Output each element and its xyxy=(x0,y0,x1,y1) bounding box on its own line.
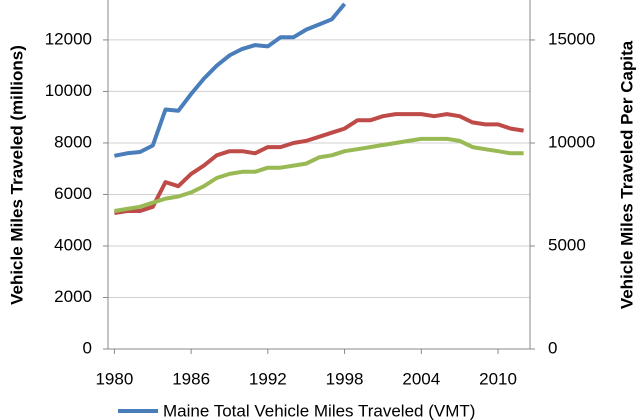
y2-tick-label: 10000 xyxy=(548,132,595,151)
y-tick-label: 10000 xyxy=(45,81,92,100)
x-tick-label: 1998 xyxy=(326,369,364,388)
y2-tick-label: 5000 xyxy=(548,235,586,254)
x-tick-label: 1980 xyxy=(95,369,133,388)
series-line xyxy=(114,2,347,158)
x-tick-label: 1992 xyxy=(249,369,287,388)
y-tick-label: 0 xyxy=(83,338,92,357)
y-axis-title: Vehicle Miles Traveled (millions) xyxy=(7,45,26,305)
x-tick-label: 2004 xyxy=(402,369,440,388)
y-tick-label: 6000 xyxy=(54,184,92,203)
y2-axis-title: Vehicle Miles Traveled Per Capita xyxy=(617,40,636,309)
y2-tick-label: 15000 xyxy=(548,29,595,48)
y-tick-label: 12000 xyxy=(45,29,92,48)
x-tick-label: 1986 xyxy=(172,369,210,388)
y-tick-label: 4000 xyxy=(54,235,92,254)
legend-label: Maine Total Vehicle Miles Traveled (VMT) xyxy=(163,401,475,420)
y-tick-label: 8000 xyxy=(54,132,92,151)
series-line xyxy=(114,112,524,215)
y-tick-label: 2000 xyxy=(54,287,92,306)
x-tick-label: 2010 xyxy=(479,369,517,388)
y2-tick-label: 0 xyxy=(548,338,557,357)
series-line xyxy=(114,136,524,213)
